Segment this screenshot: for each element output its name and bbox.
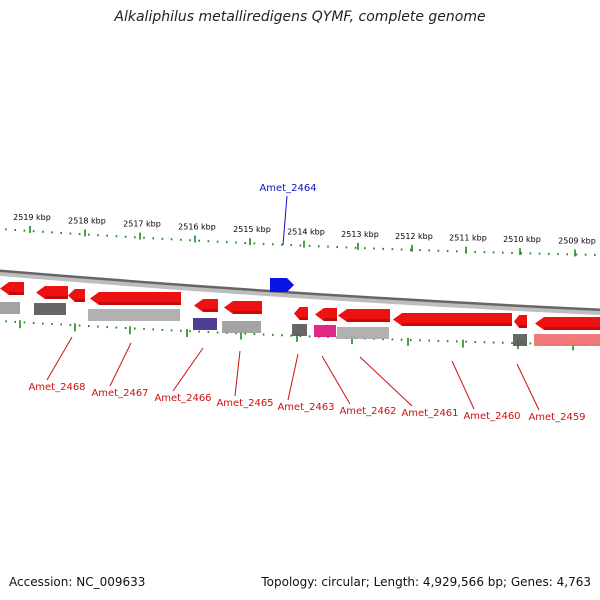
scale-label: 2509 kbp — [558, 236, 596, 245]
reverse-gene-shade — [299, 317, 308, 320]
feature-bar — [222, 321, 261, 333]
reverse-gene-cds[interactable] — [535, 317, 600, 330]
map-title: Alkaliphilus metalliredigens QYMF, compl… — [114, 9, 486, 25]
gene-label[interactable]: Amet_2461 — [401, 408, 458, 419]
label-leader — [359, 356, 413, 407]
scale-label: 2519 kbp — [13, 213, 51, 222]
reverse-gene-shade — [45, 296, 68, 299]
reverse-gene-cds[interactable] — [0, 282, 24, 295]
reverse-gene-cds[interactable] — [514, 315, 527, 328]
label-leader — [516, 363, 540, 411]
gene-label-amet-2464[interactable]: Amet_2464 — [259, 183, 316, 194]
reverse-gene-shade — [203, 309, 218, 312]
gene-label[interactable]: Amet_2466 — [154, 393, 211, 404]
reverse-gene-cds[interactable] — [194, 299, 218, 312]
label-leader — [46, 336, 73, 381]
reverse-gene-cds[interactable] — [68, 289, 85, 302]
scale-label: 2510 kbp — [503, 235, 541, 244]
feature-bar — [34, 303, 66, 315]
reverse-gene-cds[interactable] — [338, 309, 390, 322]
label-leader — [451, 360, 475, 410]
feature-bar — [513, 334, 527, 346]
feature-bar — [292, 324, 307, 336]
scale-label: 2511 kbp — [449, 234, 487, 243]
reverse-gene-shade — [519, 325, 527, 328]
reverse-gene-shade — [323, 318, 337, 321]
reverse-gene-shade — [233, 311, 262, 314]
gene-label[interactable]: Amet_2460 — [463, 411, 520, 422]
scale-label: 2517 kbp — [123, 220, 161, 229]
scale-label: 2518 kbp — [68, 216, 106, 225]
reverse-gene-cds[interactable] — [315, 308, 337, 321]
reverse-gene-cds[interactable] — [90, 292, 181, 305]
label-leader-amet-2464 — [282, 195, 288, 246]
gene-label[interactable]: Amet_2465 — [216, 398, 273, 409]
label-leader — [109, 342, 132, 387]
reverse-gene-shade — [544, 327, 600, 330]
gene-label[interactable]: Amet_2462 — [339, 406, 396, 417]
reverse-gene-cds[interactable] — [393, 313, 512, 326]
feature-bar — [337, 327, 389, 339]
reverse-gene-cds[interactable] — [294, 307, 308, 320]
gene-label[interactable]: Amet_2463 — [277, 402, 334, 413]
reverse-gene-shade — [402, 323, 512, 326]
feature-bar — [193, 318, 217, 330]
reverse-gene-shade — [74, 299, 85, 302]
scale-label: 2514 kbp — [287, 228, 325, 237]
gene-label[interactable]: Amet_2467 — [91, 388, 148, 399]
backbone-outer — [0, 269, 600, 312]
accession-text: Accession: NC_009633 — [9, 575, 146, 589]
feature-bar — [314, 325, 336, 337]
label-leader — [172, 347, 204, 392]
genome-info-text: Topology: circular; Length: 4,929,566 bp… — [261, 575, 591, 589]
backbone-inner — [0, 272, 600, 315]
reverse-gene-cds[interactable] — [36, 286, 68, 299]
feature-bar — [88, 309, 180, 321]
gene-label[interactable]: Amet_2459 — [528, 412, 585, 423]
reverse-gene-shade — [347, 319, 390, 322]
scale-label: 2513 kbp — [341, 230, 379, 239]
reverse-gene-shade — [99, 302, 181, 305]
scale-label: 2516 kbp — [178, 223, 216, 232]
label-leader — [287, 353, 299, 401]
forward-gene-amet-2464[interactable] — [270, 278, 294, 292]
reverse-gene-cds[interactable] — [224, 301, 262, 314]
feature-bar — [0, 302, 20, 314]
label-leader — [234, 350, 241, 397]
gene-label[interactable]: Amet_2468 — [28, 382, 85, 393]
feature-bar — [534, 334, 600, 346]
label-leader — [321, 355, 351, 405]
reverse-gene-shade — [9, 292, 24, 295]
scale-label: 2512 kbp — [395, 232, 433, 241]
scale-label: 2515 kbp — [233, 225, 271, 234]
